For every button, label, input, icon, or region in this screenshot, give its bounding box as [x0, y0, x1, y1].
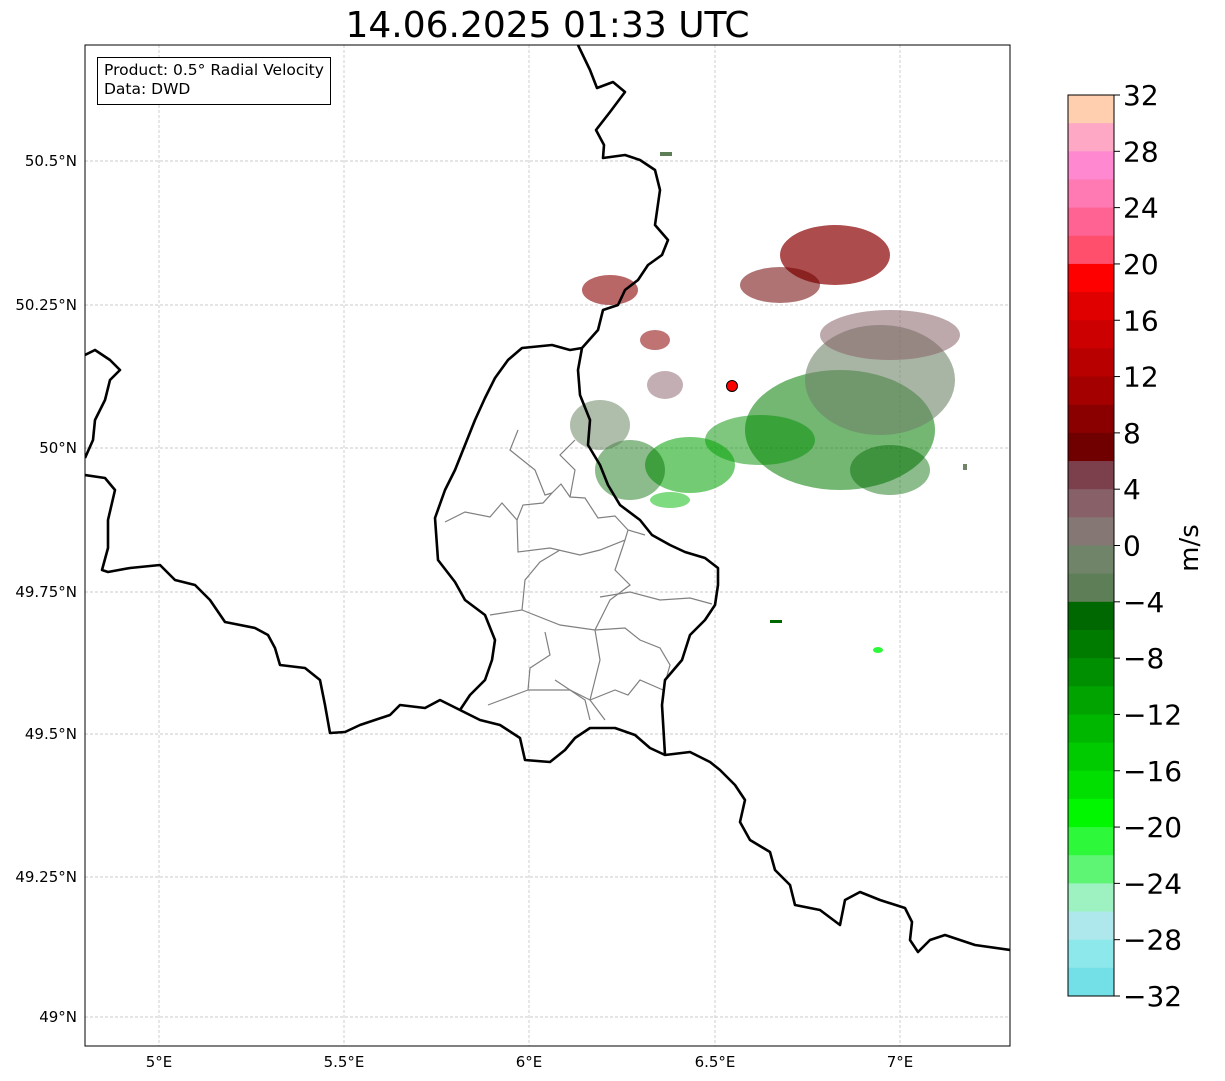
- lon-tick-label: 7°E: [887, 1053, 914, 1071]
- lon-tick-label: 5°E: [146, 1053, 173, 1071]
- colorbar-swatch: [1068, 517, 1114, 546]
- colorbar-swatch: [1068, 855, 1114, 884]
- colorbar-swatch: [1068, 348, 1114, 377]
- colorbar-swatch: [1068, 629, 1114, 659]
- colorbar-swatch: [1068, 151, 1114, 180]
- echo-near-zero: [647, 310, 960, 435]
- colorbar-swatch: [1068, 770, 1114, 800]
- colorbar-tick-label: −8: [1123, 642, 1164, 675]
- colorbar-tick-label: 20: [1123, 248, 1159, 281]
- lat-tick-label: 50.5°N: [25, 152, 77, 170]
- colorbar-tick-label: −4: [1123, 586, 1164, 619]
- colorbar-swatch: [1068, 686, 1114, 715]
- colorbar-swatch: [1068, 967, 1114, 997]
- radar-site-marker: [726, 380, 738, 392]
- colorbar-tick-label: −12: [1123, 698, 1182, 731]
- lon-tick-labels: 5°E 5.5°E 6°E 6.5°E 7°E: [146, 1053, 914, 1071]
- colorbar-tick-label: −32: [1123, 980, 1182, 1013]
- map-title: 14.06.2025 01:33 UTC: [345, 5, 750, 46]
- colorbar-tick-label: 8: [1123, 417, 1141, 450]
- colorbar-tick-label: 28: [1123, 135, 1159, 168]
- colorbar-swatch: [1068, 123, 1114, 152]
- colorbar-swatch: [1068, 179, 1114, 209]
- colorbar-tick-label: −16: [1123, 755, 1182, 788]
- colorbar-tick-label: 0: [1123, 530, 1141, 563]
- lon-tick-label: 6.5°E: [695, 1053, 736, 1071]
- colorbar-swatch: [1068, 883, 1114, 912]
- colorbar-swatch: [1068, 207, 1114, 237]
- colorbar-tick-label: −24: [1123, 867, 1182, 900]
- colorbar-ticks: 32 28 24 20 16 12 8 4 0 −4 −8 −12 −16 −20 −24 −28 −32: [1114, 79, 1182, 1013]
- colorbar-tick-label: 16: [1123, 304, 1159, 337]
- product-info-box: Product: 0.5° Radial Velocity Data: DWD: [97, 57, 331, 105]
- colorbar-swatch: [1068, 798, 1114, 828]
- colorbar-swatch: [1068, 404, 1114, 434]
- map-frame: [84, 44, 1011, 1047]
- colorbar-swatch: [1068, 742, 1114, 772]
- colorbar-swatch: [1068, 658, 1114, 687]
- colorbar-swatch: [1068, 461, 1114, 490]
- gridlines: [85, 45, 1010, 1046]
- colorbar-swatch: [1068, 292, 1114, 321]
- colorbar-swatch: [1068, 573, 1114, 603]
- colorbar-swatches: [1068, 95, 1114, 997]
- colorbar-tick-label: 4: [1123, 473, 1141, 506]
- product-label: Product: 0.5° Radial Velocity: [104, 61, 324, 79]
- colorbar-swatch: [1068, 939, 1114, 969]
- colorbar-tick-label: −20: [1123, 811, 1182, 844]
- colorbar-swatch: [1068, 376, 1114, 406]
- colorbar-swatch: [1068, 235, 1114, 265]
- colorbar-tick-label: −28: [1123, 924, 1182, 957]
- colorbar-swatch: [1068, 432, 1114, 462]
- data-source-label: Data: DWD: [104, 80, 191, 98]
- colorbar-swatch: [1068, 489, 1114, 518]
- colorbar-unit-label: m/s: [1175, 524, 1205, 572]
- lon-tick-label: 5.5°E: [324, 1053, 365, 1071]
- colorbar-tick-label: 32: [1123, 79, 1159, 112]
- lat-tick-labels: 50.5°N 50.25°N 50°N 49.75°N 49.5°N 49.25…: [15, 152, 77, 1026]
- lat-tick-label: 49°N: [39, 1008, 77, 1026]
- district-boundaries: [444, 429, 713, 721]
- lat-tick-label: 49.5°N: [25, 725, 77, 743]
- colorbar-swatch: [1068, 545, 1114, 575]
- colorbar-swatch: [1068, 263, 1114, 293]
- colorbar-tick-label: 24: [1123, 192, 1159, 225]
- lat-tick-label: 49.75°N: [15, 583, 77, 601]
- lat-tick-label: 50°N: [39, 439, 77, 457]
- lat-tick-label: 49.25°N: [15, 868, 77, 886]
- colorbar-swatch: [1068, 827, 1114, 856]
- colorbar-swatch: [1068, 320, 1114, 349]
- radar-echoes: [570, 152, 967, 653]
- colorbar-swatch: [1068, 601, 1114, 631]
- colorbar-swatch: [1068, 714, 1114, 743]
- colorbar-swatch: [1068, 911, 1114, 941]
- colorbar-swatch: [1068, 95, 1114, 124]
- colorbar-tick-label: 12: [1123, 361, 1159, 394]
- national-borders: [85, 45, 1010, 954]
- echo-isolated: [660, 152, 967, 653]
- echo-outbound-red: [582, 225, 890, 350]
- lat-tick-label: 50.25°N: [15, 296, 77, 314]
- lon-tick-label: 6°E: [516, 1053, 543, 1071]
